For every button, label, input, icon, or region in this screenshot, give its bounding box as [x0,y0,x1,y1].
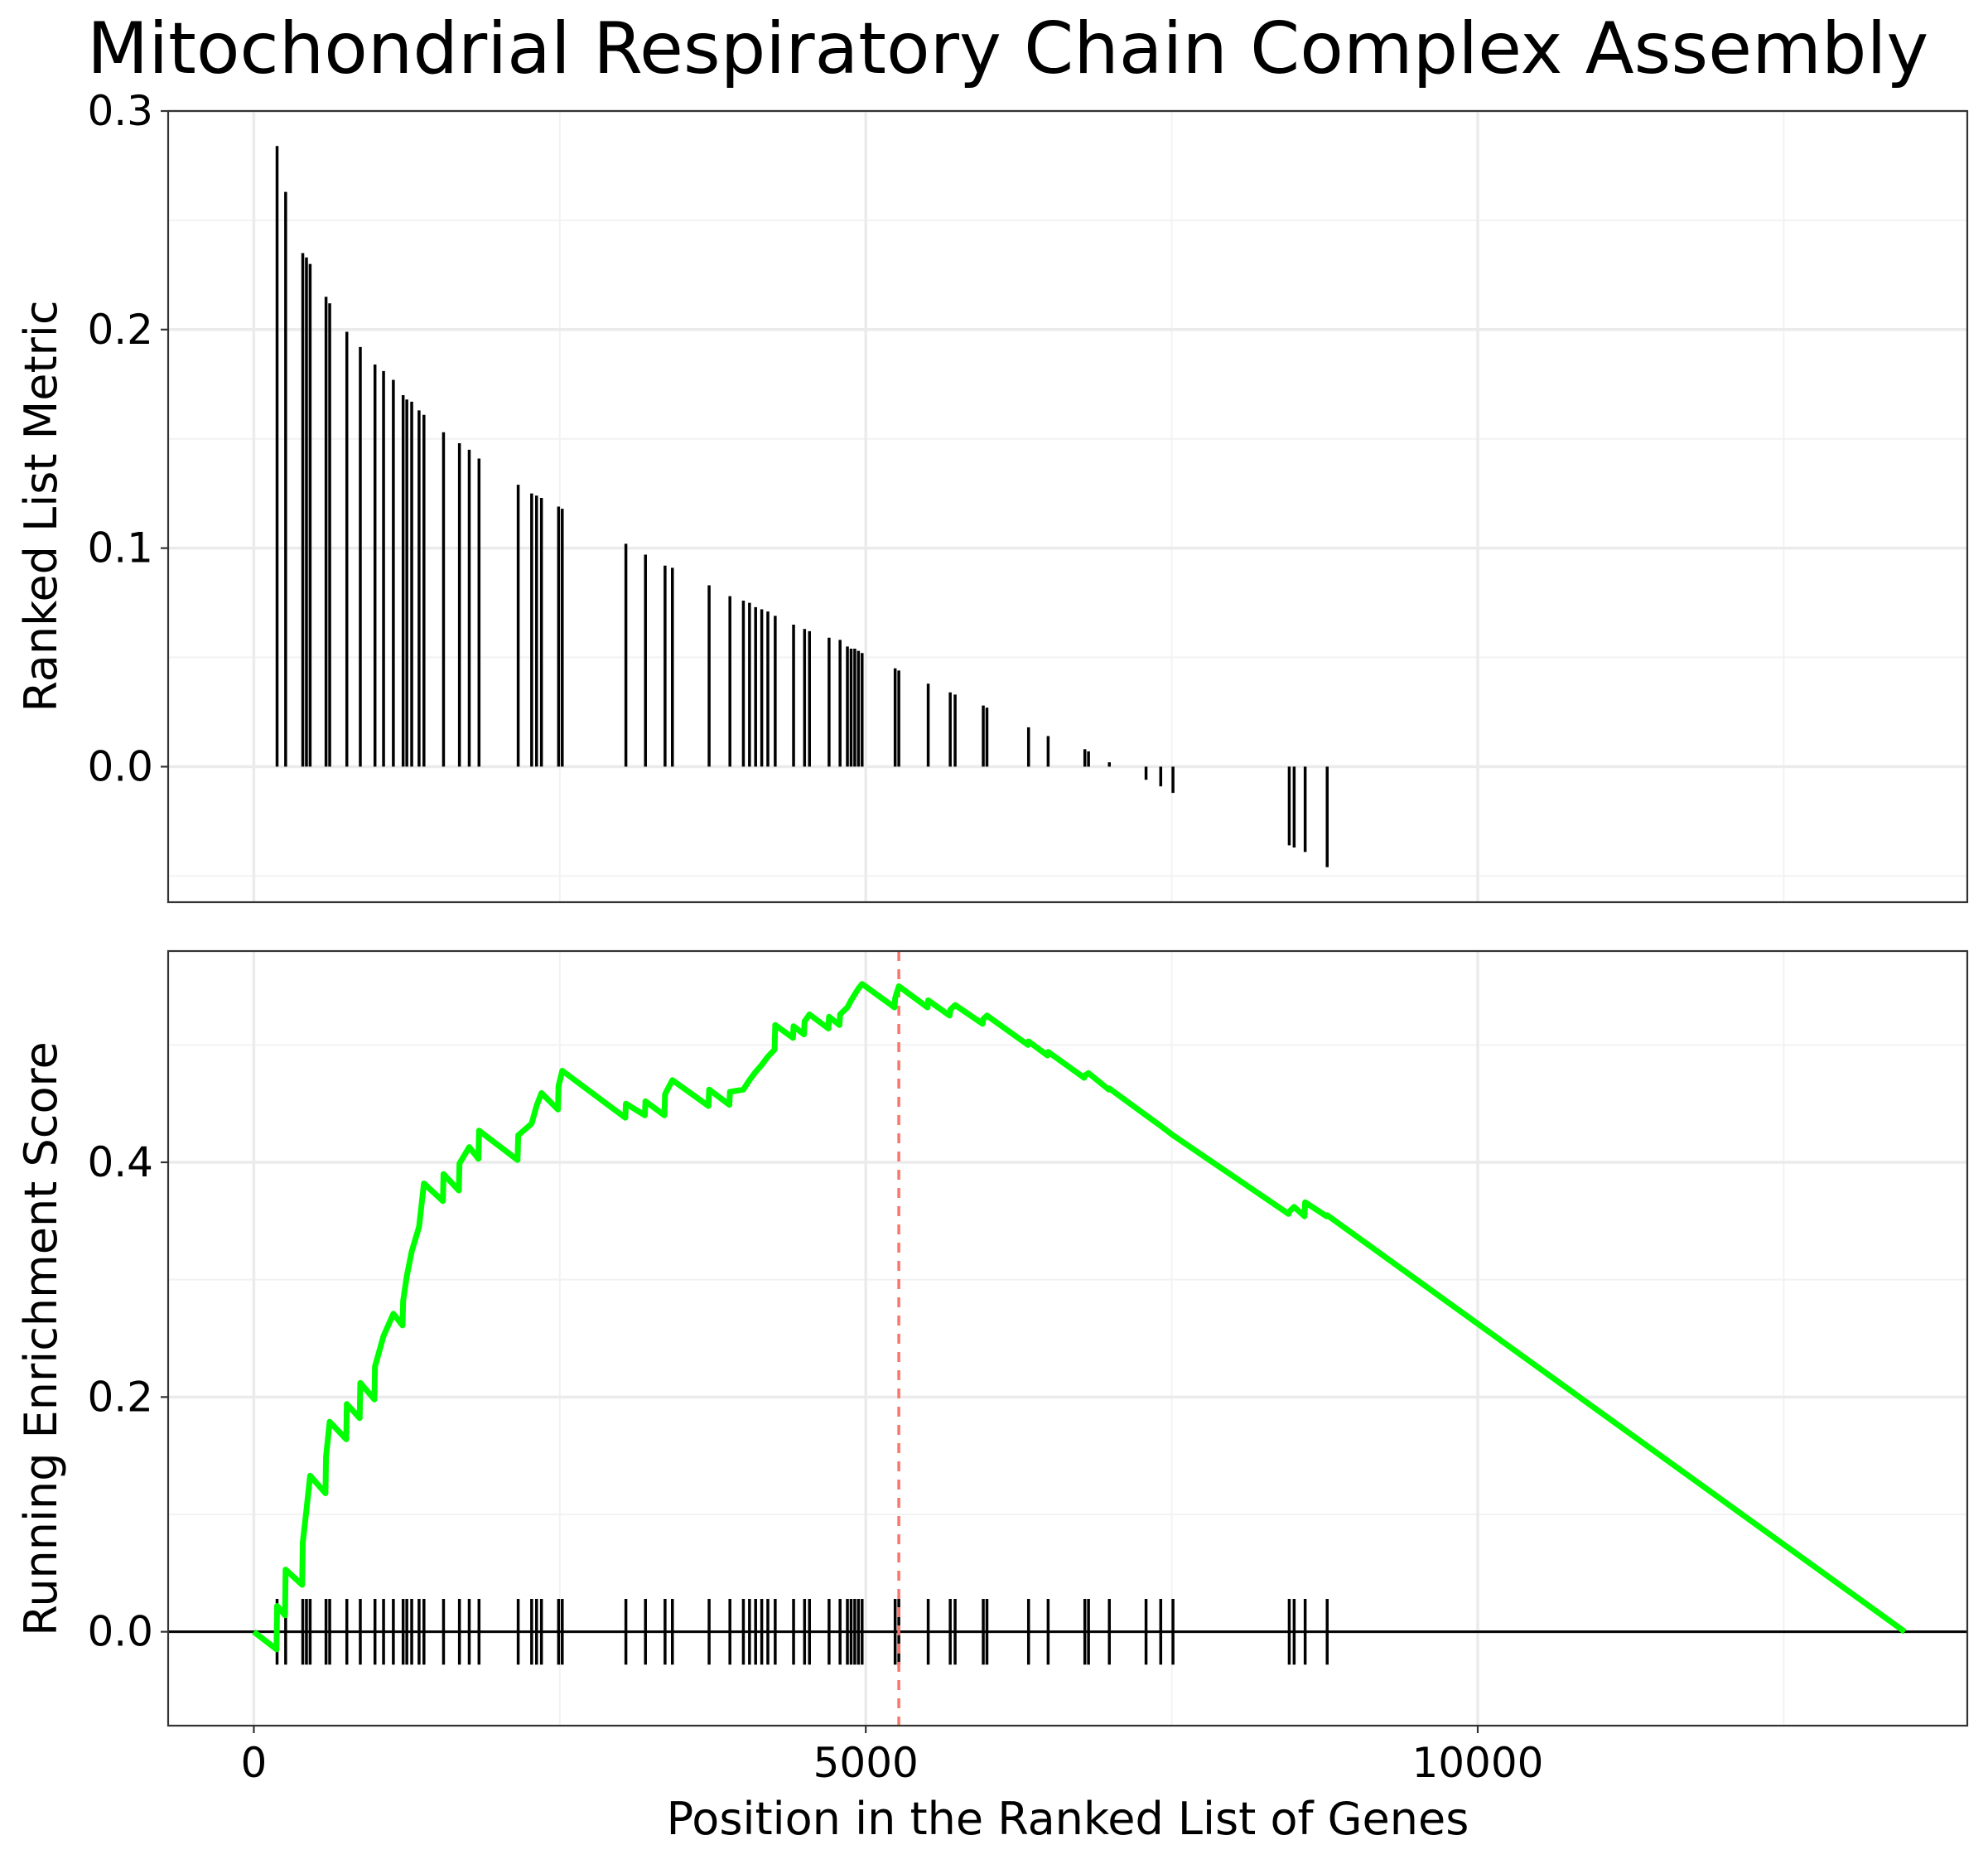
top-y-axis-label: Ranked List Metric [15,300,67,712]
x-tick-label: 10000 [1411,1739,1543,1787]
bottom-y-ticks: 0.0 0.2 0.4 [87,1138,168,1656]
top-y-ticks: 0.0 0.1 0.2 0.3 [87,87,168,790]
x-axis-label: Position in the Ranked List of Genes [667,1793,1469,1845]
x-tick-label: 0 [241,1739,268,1787]
bottom-panel-background [168,951,1967,1726]
x-tick-label: 5000 [813,1739,919,1787]
chart-title: Mitochondrial Respiratory Chain Complex … [87,7,1928,90]
bottom-y-axis-label: Running Enrichment Score [15,1041,67,1636]
enrichment-score-panel: 0.0 0.2 0.4 0 5000 10000 Running Enrichment … [15,949,1969,1845]
y-tick-label: 0.1 [87,524,153,572]
y-tick-label: 0.0 [87,742,153,790]
y-tick-label: 0.2 [87,1373,153,1421]
top-panel-background [168,111,1967,902]
y-tick-label: 0.3 [87,87,153,135]
y-tick-label: 0.0 [87,1608,153,1656]
ranked-metric-panel: 0.0 0.1 0.2 0.3 Ranked List Metric [15,87,1969,904]
running-es-line [252,981,1907,1653]
top-panel-border [166,109,1969,904]
bottom-panel-border [166,949,1969,1727]
y-tick-label: 0.2 [87,306,153,354]
y-tick-label: 0.4 [87,1138,153,1186]
ranked-metric-bars [275,146,1329,867]
bottom-x-ticks: 0 5000 10000 [241,1726,1544,1787]
